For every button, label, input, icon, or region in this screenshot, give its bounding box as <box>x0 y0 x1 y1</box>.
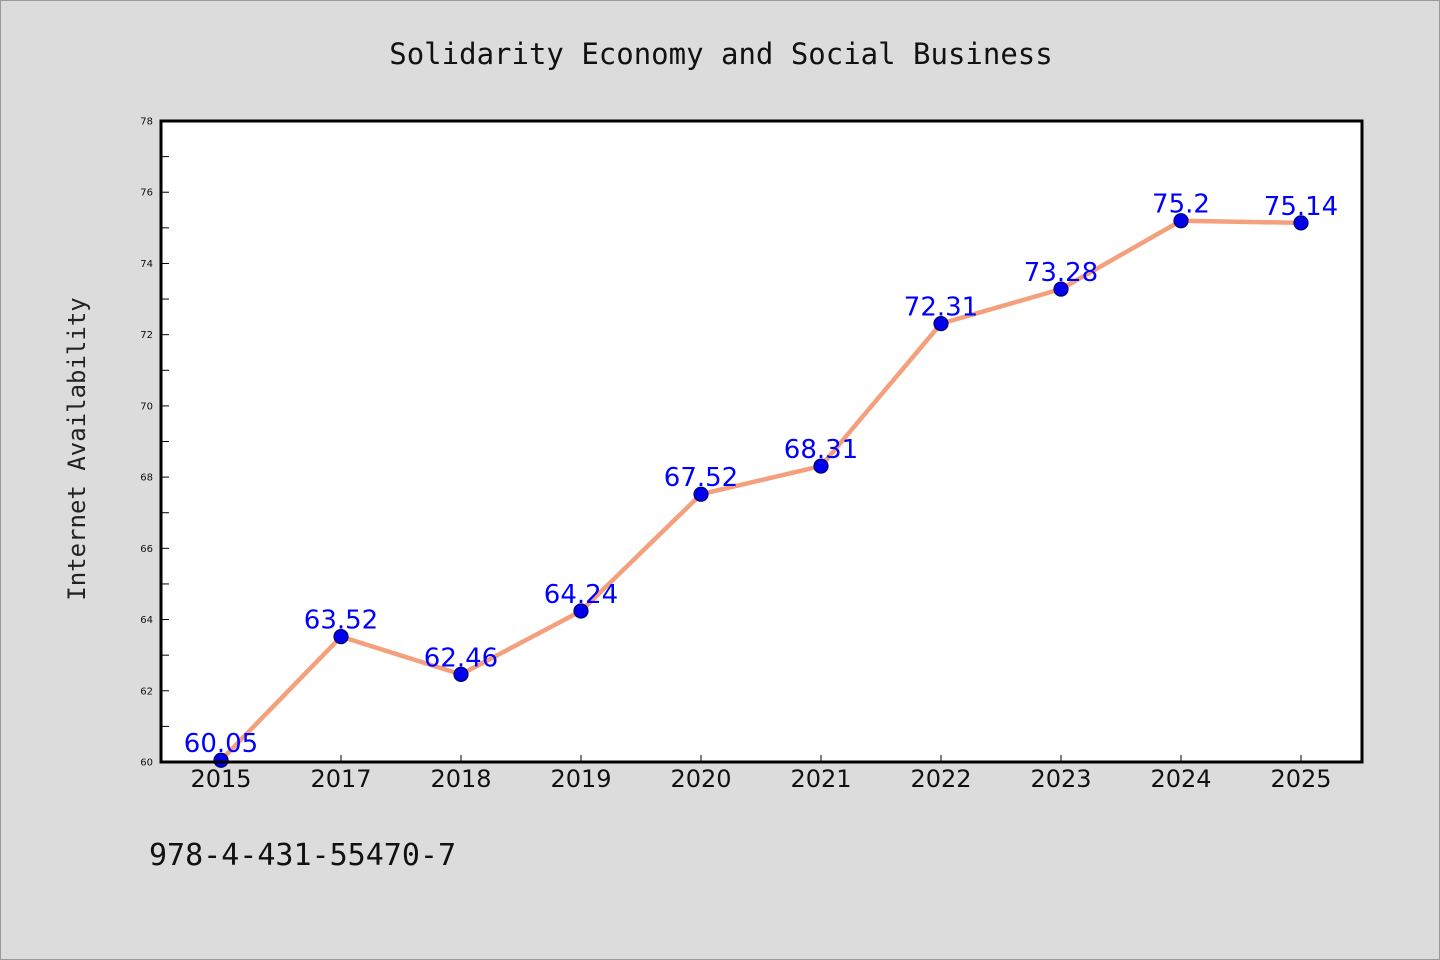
y-tick-label: 76 <box>140 188 153 199</box>
data-label: 67.52 <box>664 463 738 493</box>
y-tick-label: 66 <box>140 544 153 555</box>
data-label: 73.28 <box>1024 258 1098 288</box>
isbn-footer: 978-4-431-55470-7 <box>149 838 456 873</box>
data-point <box>453 666 469 682</box>
x-tick-label: 2025 <box>1270 765 1331 793</box>
chart-title: Solidarity Economy and Social Business <box>389 37 1052 71</box>
y-tick-label: 62 <box>140 686 153 697</box>
data-point <box>213 752 229 768</box>
y-tick-label: 64 <box>140 615 153 626</box>
y-axis-label: Internet Availability <box>63 297 91 600</box>
data-label: 75.14 <box>1264 192 1338 222</box>
series-line <box>218 218 1304 763</box>
data-point <box>1053 281 1069 297</box>
data-point <box>933 316 949 332</box>
y-tick-label: 70 <box>140 401 153 412</box>
plot-frame <box>159 119 1364 764</box>
data-labels: 60.05 63.52 62.46 64.24 67.52 68.31 72.31 73.28… <box>184 190 1338 760</box>
x-tick-label: 2021 <box>790 765 851 793</box>
y-tick-label: 74 <box>140 259 153 270</box>
x-tick-label: 2015 <box>190 765 251 793</box>
x-tick-label: 2018 <box>430 765 491 793</box>
x-tick-label: 2020 <box>670 765 731 793</box>
series-line-group <box>218 218 1304 763</box>
data-label: 72.31 <box>904 293 978 323</box>
data-label: 68.31 <box>784 435 858 465</box>
data-point <box>693 486 709 502</box>
y-tick-label: 78 <box>140 117 153 128</box>
y-tick-label: 68 <box>140 473 153 484</box>
data-point <box>1293 215 1309 231</box>
data-point <box>573 603 589 619</box>
y-tick-label: 60 <box>140 758 153 769</box>
x-tick-label: 2024 <box>1150 765 1211 793</box>
x-tick-label: 2019 <box>550 765 611 793</box>
data-label: 64.24 <box>544 580 618 610</box>
y-tick-label: 72 <box>140 330 153 341</box>
plot-area <box>161 121 1362 762</box>
data-point <box>333 629 349 645</box>
data-label: 75.2 <box>1152 190 1210 220</box>
data-markers <box>213 213 1309 768</box>
data-label: 63.52 <box>304 606 378 636</box>
x-tick-label: 2017 <box>310 765 371 793</box>
data-point <box>1173 213 1189 229</box>
x-tick-label: 2023 <box>1030 765 1091 793</box>
data-point <box>813 458 829 474</box>
x-tick-label: 2022 <box>910 765 971 793</box>
data-label: 60.05 <box>184 729 258 759</box>
x-axis-ticks: 2015 2017 2018 2019 2020 2021 2022 2023 2024 2025 <box>190 755 1332 793</box>
data-label: 62.46 <box>424 643 498 673</box>
